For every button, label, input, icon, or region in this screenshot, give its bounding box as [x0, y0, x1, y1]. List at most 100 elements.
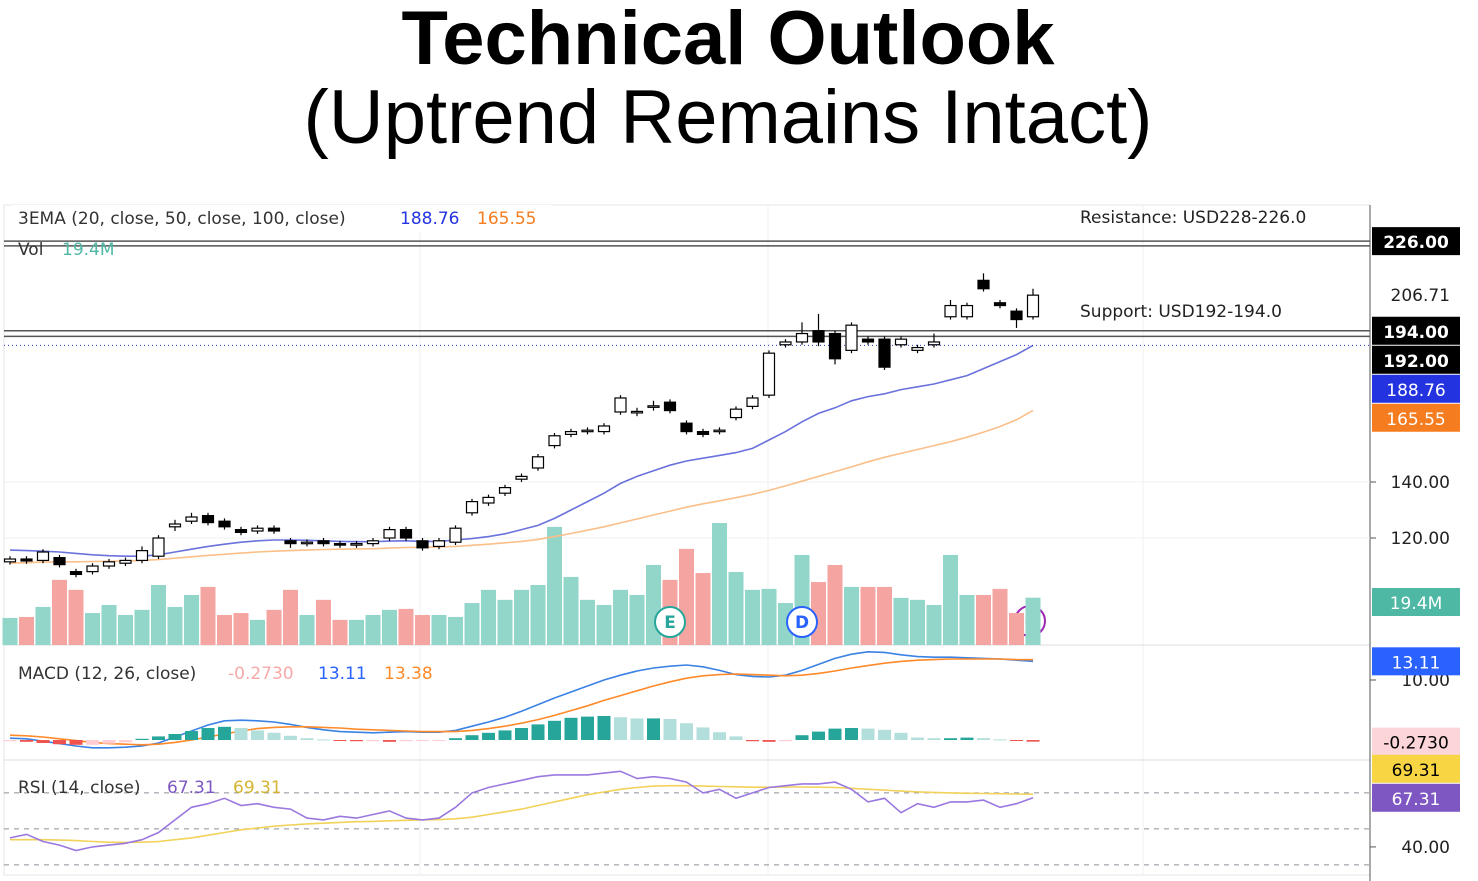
- volume-bar: [134, 609, 150, 645]
- volume-bar: [52, 579, 67, 645]
- candle-body: [53, 557, 66, 566]
- volume-bar: [200, 586, 216, 645]
- annotation: Support: USD192-194.0: [1080, 302, 1282, 322]
- macd-histogram-bar: [53, 740, 66, 745]
- y-tick-label: 140.00: [1391, 473, 1450, 493]
- volume-bar: [596, 604, 612, 645]
- volume-bar: [1025, 597, 1041, 645]
- volume-bar: [728, 572, 744, 645]
- macd-histogram-bar: [762, 740, 776, 742]
- volume-bar: [712, 522, 727, 645]
- macd-histogram-bar: [251, 730, 264, 741]
- macd-histogram-bar: [102, 740, 116, 744]
- volume-bar: [580, 599, 595, 645]
- macd-histogram-bar: [20, 740, 33, 742]
- candle-body: [498, 486, 512, 494]
- volume-bar: [19, 616, 34, 645]
- candle-body: [927, 341, 941, 346]
- macd-histogram-bar: [680, 723, 693, 741]
- candle-body: [779, 341, 792, 346]
- volume-bar: [118, 614, 133, 645]
- macd-histogram-bar: [927, 738, 941, 741]
- macd-histogram-bar: [911, 737, 924, 741]
- volume-bar: [349, 619, 364, 645]
- macd-histogram-bar: [779, 740, 792, 742]
- volume-bar: [514, 589, 529, 645]
- macd-histogram-bar: [482, 732, 495, 741]
- candle-body: [630, 410, 644, 414]
- volume-bar: [629, 594, 645, 645]
- candle-body: [845, 324, 858, 351]
- price-tag-label: 19.4M: [1390, 594, 1443, 614]
- macd-histogram-bar: [168, 734, 182, 741]
- candle-body: [647, 405, 660, 408]
- candle-body: [696, 430, 710, 435]
- macd-histogram-bar: [284, 735, 297, 741]
- candle-body: [399, 529, 413, 539]
- price-tag-label: 194.00: [1383, 323, 1449, 343]
- macd-histogram-bar: [977, 738, 990, 741]
- volume-bar: [266, 609, 282, 645]
- volume-bar: [695, 573, 711, 645]
- legend-value: 67.31: [167, 778, 216, 798]
- price-tag-label: 192.00: [1383, 352, 1449, 372]
- macd-histogram-bar: [581, 716, 594, 741]
- macd-histogram-bar: [696, 727, 710, 741]
- candle-body: [812, 330, 825, 343]
- macd-histogram-bar: [449, 738, 462, 741]
- plot-area: [3, 204, 1371, 881]
- volume-bar: [448, 616, 463, 645]
- macd-histogram-bar: [795, 735, 809, 741]
- volume-bar: [547, 526, 562, 645]
- price-tag: [1372, 345, 1460, 374]
- volume-bar: [250, 619, 265, 645]
- candle-body: [3, 558, 17, 563]
- macd-histogram-bar: [894, 732, 908, 741]
- volume-bar: [299, 614, 315, 645]
- candle-body: [218, 520, 231, 528]
- price-tag-label: -0.2730: [1383, 734, 1449, 754]
- candle-body: [977, 279, 990, 290]
- price-tag-label: 67.31: [1392, 790, 1441, 810]
- candle-body: [135, 550, 149, 562]
- price-tag: [1372, 647, 1460, 676]
- macd-histogram-bar: [234, 728, 248, 741]
- volume-bar: [68, 589, 84, 645]
- macd-histogram-bar: [647, 718, 660, 741]
- macd-histogram-bar: [366, 740, 380, 742]
- price-tag-label: 69.31: [1392, 761, 1441, 781]
- candle-body: [894, 338, 908, 346]
- page-subtitle: (Uptrend Remains Intact): [304, 75, 1153, 160]
- volume-bar: [167, 606, 183, 645]
- candle-body: [614, 397, 627, 413]
- ema-line: [9, 344, 1034, 557]
- volume-bar: [464, 603, 480, 645]
- legend-value: 13.38: [384, 664, 433, 684]
- volume-bar: [151, 584, 166, 645]
- volume-bar: [563, 576, 579, 645]
- volume-bar: [415, 614, 430, 645]
- candle-body: [911, 346, 924, 351]
- legend-label: MACD (12, 26, close): [18, 664, 196, 684]
- price-tag-label: 165.55: [1386, 410, 1445, 430]
- candle-body: [1010, 310, 1023, 321]
- price-tag: [1372, 316, 1460, 345]
- candle-body: [993, 302, 1007, 307]
- y-tick-label: 40.00: [1401, 838, 1450, 858]
- volume-bar: [283, 589, 298, 645]
- candle-body: [729, 408, 743, 419]
- macd-histogram-bar: [432, 740, 446, 742]
- candle-body: [168, 523, 182, 528]
- page-title: Technical Outlook: [401, 0, 1055, 81]
- legend-value: 188.76: [400, 209, 459, 229]
- legend-value: 19.4M: [62, 240, 115, 260]
- candle-body: [762, 352, 776, 396]
- macd-histogram-bar: [564, 717, 578, 741]
- price-tag: [1372, 727, 1460, 756]
- y-tick-label: 10.00: [1401, 671, 1450, 691]
- macd-histogram-bar: [267, 732, 281, 741]
- volume-bar: [1009, 613, 1024, 645]
- rsi-line: [9, 770, 1034, 852]
- candle-body: [828, 332, 842, 360]
